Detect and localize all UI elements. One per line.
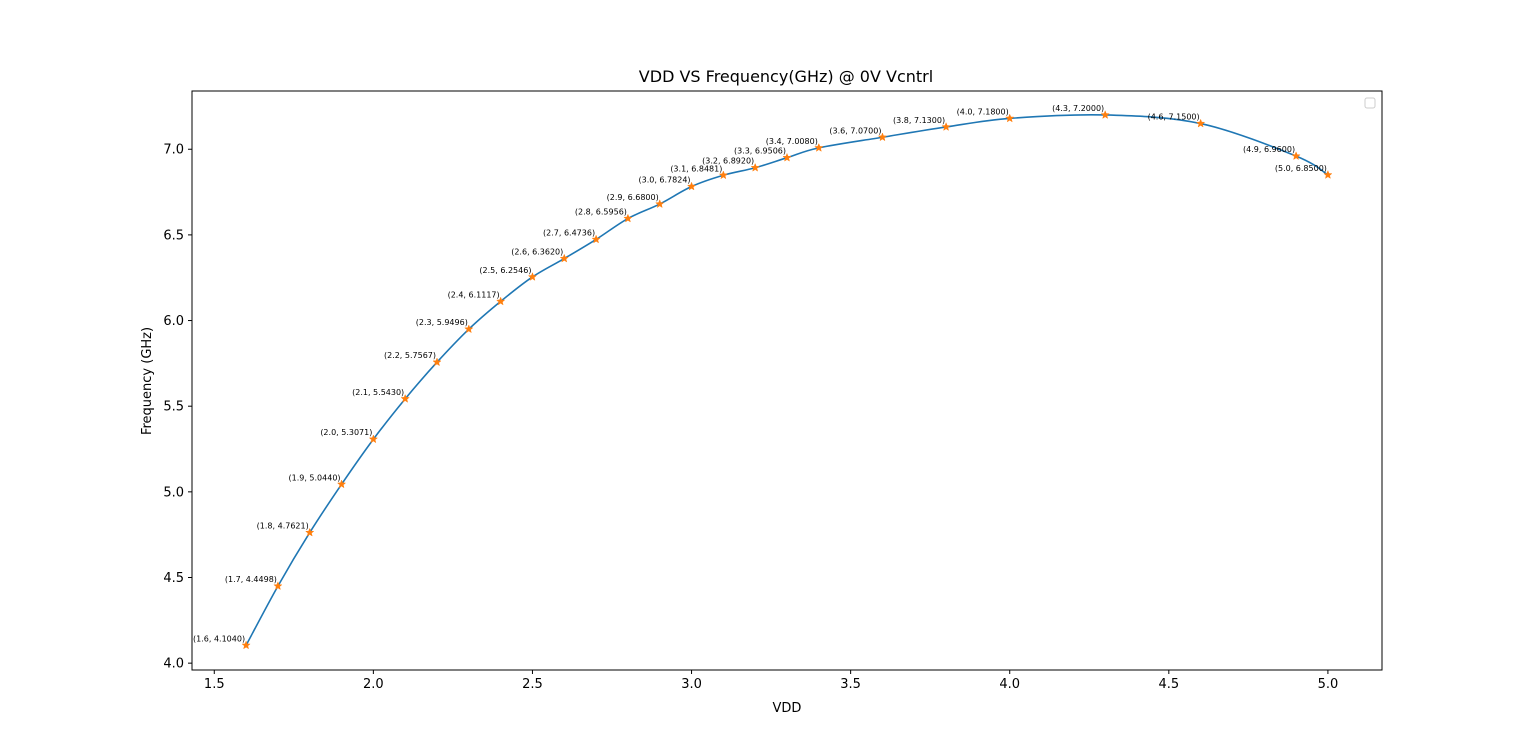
data-point-marker xyxy=(1323,170,1333,179)
data-point-marker xyxy=(686,181,697,191)
x-tick-label: 2.5 xyxy=(522,677,543,692)
data-point-label: (4.9, 6.9600) xyxy=(1243,145,1295,154)
data-point-label: (4.3, 7.2000) xyxy=(1052,104,1104,113)
data-point-label: (2.9, 6.6800) xyxy=(607,193,659,202)
data-point-label: (3.0, 6.7824) xyxy=(638,176,690,185)
x-axis-label: VDD xyxy=(773,701,802,716)
axis-ticks: 1.5 2.0 2.5 3.0 3.5 4.0 4.5 5.0 4.0 4.5 5.0 5.5 6.0 6… xyxy=(163,143,1338,692)
data-point-marker xyxy=(591,234,601,244)
data-point-marker xyxy=(1005,113,1015,123)
data-point-marker xyxy=(527,272,538,281)
data-point-marker xyxy=(368,434,379,444)
data-point-label: (2.7, 6.4736) xyxy=(543,228,595,237)
data-point-marker xyxy=(336,479,347,489)
data-point-label: (1.6, 4.1040) xyxy=(193,634,245,643)
x-tick-label: 4.0 xyxy=(999,677,1020,692)
y-tick-label: 6.0 xyxy=(163,314,184,329)
data-point-label: (2.4, 6.1117) xyxy=(448,290,500,299)
y-tick-label: 6.5 xyxy=(163,228,184,243)
data-point-label: (2.3, 5.9496) xyxy=(416,318,468,327)
data-point-label: (2.8, 6.5956) xyxy=(575,208,627,217)
data-point-marker xyxy=(941,122,951,131)
data-point-label: (2.1, 5.5430) xyxy=(352,388,404,397)
data-point-label: (3.8, 7.1300) xyxy=(893,116,945,125)
data-point-marker xyxy=(400,393,410,403)
data-point-label: (1.9, 5.0440) xyxy=(288,473,340,482)
data-point-label: (1.7, 4.4498) xyxy=(225,575,277,584)
data-point-marker xyxy=(814,142,824,152)
data-point-label: (2.5, 6.2546) xyxy=(479,266,531,275)
x-tick-label: 5.0 xyxy=(1318,677,1339,692)
data-point-marker xyxy=(432,357,442,367)
y-tick-label: 5.0 xyxy=(163,485,184,500)
data-point-marker xyxy=(877,132,888,142)
y-tick-label: 4.0 xyxy=(163,657,184,672)
data-point-marker xyxy=(273,581,283,591)
data-point-marker xyxy=(305,527,315,537)
x-tick-label: 3.0 xyxy=(681,677,702,692)
data-point-marker xyxy=(559,253,569,263)
data-point-marker xyxy=(655,199,665,209)
data-point-label: (2.6, 6.3620) xyxy=(511,248,563,257)
y-tick-label: 7.0 xyxy=(163,143,184,158)
y-axis-label: Frequency (GHz) xyxy=(140,327,155,435)
x-tick-label: 1.5 xyxy=(204,677,225,692)
data-point-marker xyxy=(495,296,506,306)
data-point-label: (2.0, 5.3071) xyxy=(320,428,372,437)
data-point-label: (3.2, 6.8920) xyxy=(702,157,754,166)
data-point-label: (1.8, 4.7621) xyxy=(257,522,309,531)
data-point-marker xyxy=(241,640,251,650)
point-labels-layer: (1.6, 4.1040) (1.7, 4.4498) (1.8, 4.7621) (… xyxy=(193,104,1327,643)
legend-box[interactable] xyxy=(1364,97,1376,109)
data-point-marker xyxy=(1291,151,1301,161)
data-point-label: (3.3, 6.9506) xyxy=(734,147,786,156)
data-point-label: (2.2, 5.7567) xyxy=(384,351,436,360)
data-point-marker xyxy=(623,213,633,223)
data-point-marker xyxy=(782,152,792,162)
data-point-label: (3.6, 7.0700) xyxy=(829,126,881,135)
data-point-label: (4.0, 7.1800) xyxy=(957,107,1009,116)
x-tick-label: 2.0 xyxy=(363,677,384,692)
data-point-marker xyxy=(750,162,760,172)
data-point-marker xyxy=(1195,118,1206,128)
y-tick-label: 4.5 xyxy=(163,571,184,586)
y-tick-label: 5.5 xyxy=(163,400,184,415)
data-point-label: (3.1, 6.8481) xyxy=(670,164,722,173)
data-point-label: (5.0, 6.8500) xyxy=(1275,164,1327,173)
plot-area-frame xyxy=(191,90,1383,671)
data-points-layer xyxy=(241,110,1333,650)
data-point-marker xyxy=(464,324,474,334)
x-tick-label: 4.5 xyxy=(1158,677,1179,692)
chart-title: VDD VS Frequency(GHz) @ 0V Vcntrl xyxy=(639,67,933,86)
data-point-marker xyxy=(1100,110,1110,119)
data-point-label: (3.4, 7.0080) xyxy=(766,137,818,146)
x-tick-label: 3.5 xyxy=(840,677,861,692)
data-point-marker xyxy=(718,170,729,180)
data-point-label: (4.6, 7.1500) xyxy=(1148,113,1200,122)
